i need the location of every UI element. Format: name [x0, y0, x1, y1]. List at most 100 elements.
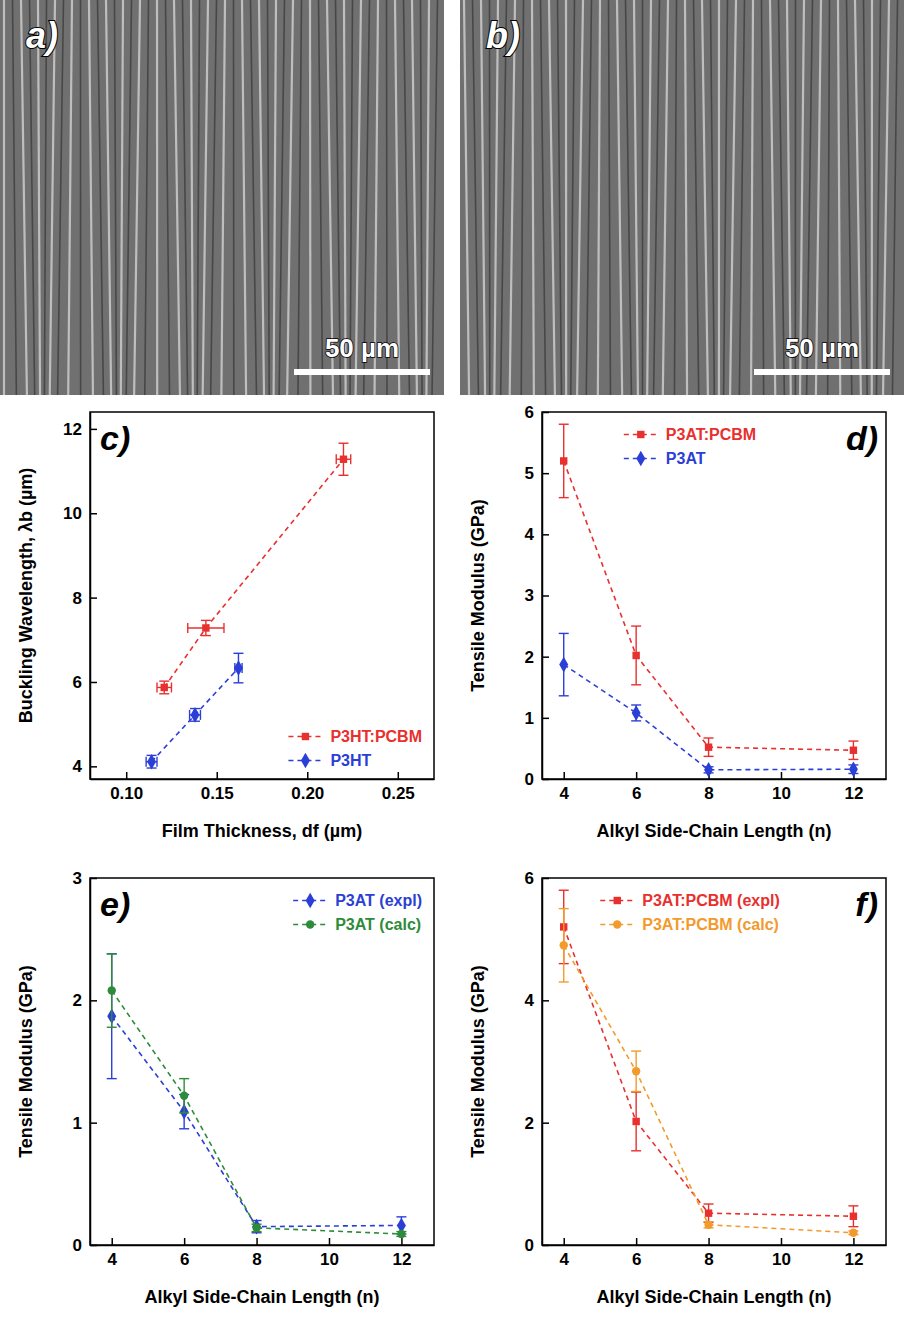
- error-bar-cap: [159, 693, 169, 694]
- stripe: [626, 0, 632, 395]
- stripe: [58, 0, 64, 395]
- y-tick: 2: [525, 1114, 549, 1133]
- stripe: [21, 0, 27, 395]
- x-error-bar-cap: [156, 682, 157, 692]
- y-tick-mark: [542, 1245, 549, 1247]
- stripe: [489, 0, 491, 395]
- stripe: [115, 0, 117, 395]
- x-tick-mark: [111, 1238, 113, 1245]
- stripe: [724, 0, 728, 395]
- error-bar-cap: [338, 443, 348, 444]
- legend-item: P3HT:PCBM: [288, 728, 422, 745]
- stripe: [421, 0, 423, 395]
- x-tick-label: 6: [180, 1250, 189, 1269]
- stripe: [426, 0, 429, 395]
- x-tick-mark: [708, 1238, 710, 1245]
- stripe: [647, 0, 651, 395]
- x-tick-label: 12: [844, 784, 863, 803]
- legend-marker: [306, 893, 315, 909]
- chart: 46810120123456Alkyl Side-Chain Length (n…: [468, 403, 887, 841]
- y-axis-line: [90, 413, 92, 780]
- error-bar-cap: [107, 953, 117, 954]
- x-tick: 0.10: [110, 772, 143, 803]
- y-tick-mark: [542, 779, 549, 781]
- series-line: [164, 459, 343, 687]
- legend-label: P3AT:PCBM (expl): [642, 892, 780, 909]
- y-tick: 3: [73, 869, 97, 888]
- plot-area: [107, 954, 407, 1238]
- y-tick: 3: [525, 586, 549, 605]
- y-tick: 5: [525, 464, 549, 483]
- error-bar-cap: [848, 1205, 858, 1206]
- stripe: [702, 0, 708, 395]
- stripe: [98, 0, 104, 395]
- x-error-bar-cap: [350, 454, 351, 464]
- error-bar-cap: [201, 635, 211, 636]
- y-tick: 8: [73, 589, 97, 608]
- x-tick: 10: [772, 772, 791, 803]
- stripe: [549, 0, 555, 395]
- error-bar: [631, 1092, 641, 1151]
- x-tick-label: 8: [704, 784, 713, 803]
- stripe: [685, 0, 687, 395]
- y-axis: 4681012: [63, 413, 97, 780]
- y-tick-mark: [90, 597, 97, 599]
- x-tick-mark: [636, 772, 638, 779]
- data-point: [704, 762, 713, 778]
- error-bar-cap: [631, 684, 641, 685]
- stripe: [30, 0, 35, 395]
- legend-label: P3AT:PCBM: [666, 426, 756, 443]
- plot-area: [559, 424, 859, 777]
- error-bar: [631, 626, 641, 685]
- error-bar: [252, 1224, 262, 1231]
- stripe: [183, 0, 188, 395]
- scale-bar-label: 50 µm: [785, 333, 859, 363]
- stripe: [191, 0, 193, 395]
- x-tick-label: 8: [704, 1250, 713, 1269]
- x-tick: 12: [844, 1238, 863, 1269]
- legend-marker: [637, 431, 644, 438]
- stripe: [309, 0, 312, 395]
- x-error-bar-cap: [336, 454, 337, 464]
- plot-frame: [542, 878, 886, 1245]
- x-tick-label: 4: [559, 1250, 569, 1269]
- data-point: [705, 743, 712, 750]
- figure: a)50 µmb)50 µm0.100.150.200.254681012Fil…: [0, 0, 904, 1337]
- y-tick: 10: [63, 504, 97, 523]
- x-tick-label: 12: [844, 1250, 863, 1269]
- stripe: [751, 0, 753, 395]
- y-tick-mark: [90, 1122, 97, 1124]
- data-point: [560, 457, 567, 464]
- error-bar: [107, 954, 117, 1079]
- y-tick-mark: [542, 534, 549, 536]
- data-point: [147, 754, 156, 770]
- y-tick-label: 0: [73, 1236, 82, 1255]
- x-tick: 0.15: [201, 772, 234, 803]
- stripe: [13, 0, 17, 395]
- data-point: [850, 747, 857, 754]
- stripes: [464, 0, 898, 395]
- stripe: [501, 0, 507, 395]
- data-point: [849, 1229, 857, 1237]
- chart: 46810120123Alkyl Side-Chain Length (n)Te…: [16, 869, 435, 1307]
- stripe: [221, 0, 225, 395]
- stripe: [541, 0, 546, 395]
- y-tick-label: 4: [73, 757, 83, 776]
- scale-bar: [294, 369, 430, 375]
- stripe: [412, 0, 417, 395]
- x-tick-label: 12: [392, 1250, 411, 1269]
- stripe: [654, 0, 660, 395]
- data-point: [559, 657, 568, 673]
- stripe: [145, 0, 149, 395]
- stripe: [609, 0, 611, 395]
- error-bar-cap: [631, 1050, 641, 1051]
- x-axis-title: Alkyl Side-Chain Length (n): [596, 1287, 831, 1307]
- scale-bar: [754, 369, 890, 375]
- error-bar: [179, 1079, 189, 1113]
- x-error-bar-cap: [223, 623, 224, 633]
- x-tick-mark: [563, 772, 565, 779]
- stripe: [521, 0, 523, 395]
- y-tick: 2: [525, 648, 549, 667]
- stripe: [197, 0, 199, 395]
- error-bar-cap: [848, 759, 858, 760]
